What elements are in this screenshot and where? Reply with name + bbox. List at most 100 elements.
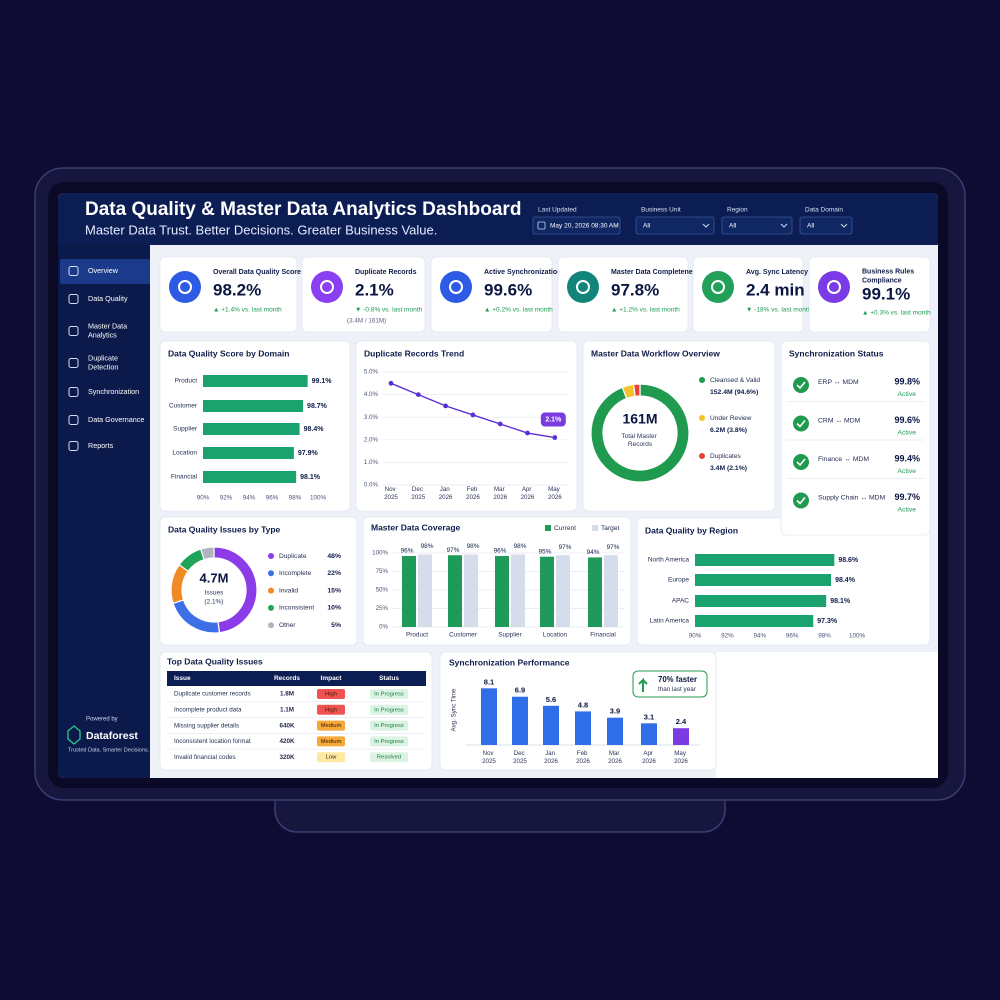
sync-status: Active (897, 429, 916, 436)
x-tick-label: 100% (310, 495, 327, 502)
x-tick-label: Dec 2025 (411, 486, 425, 501)
status-check (796, 381, 806, 390)
legend-dot (699, 453, 705, 459)
donut-center-label: Total Master Records (621, 433, 658, 448)
category-label: Latin America (650, 618, 690, 625)
nav-icon (68, 326, 79, 336)
column-header: Status (379, 675, 399, 682)
value-label: 97.9% (298, 450, 319, 457)
status-icon (793, 454, 809, 470)
table-cell: Low (326, 755, 337, 761)
y-tick-label: 75% (376, 568, 389, 575)
bar (512, 696, 528, 745)
filter-value: All (643, 223, 651, 230)
bar (464, 554, 478, 627)
impact-pill (317, 689, 345, 699)
x-tick-label: 90% (197, 495, 210, 502)
nav-item[interactable]: Reports (88, 441, 114, 450)
legend-value: 22% (327, 570, 341, 577)
value-label: 2.1% (545, 416, 562, 423)
y-tick-label: 50% (376, 587, 389, 594)
callout (540, 412, 566, 427)
bar (575, 711, 591, 745)
table-cell: High (325, 707, 337, 713)
nav-icon (68, 415, 79, 425)
value-label: 97.3% (817, 618, 838, 625)
x-tick-label: Location (543, 632, 568, 639)
value-label: 3.9 (610, 707, 620, 716)
bar (540, 556, 554, 627)
table-cell: 640K (279, 722, 295, 729)
kpi-icon (311, 271, 343, 303)
legend-dot (268, 570, 274, 577)
kpi-label: Business Rules Compliance (862, 268, 916, 284)
y-tick-label: 100% (372, 550, 388, 557)
bar (203, 400, 304, 412)
filter-box[interactable] (532, 216, 621, 235)
table-cell: In Progress (374, 707, 404, 713)
value-label: 8.1 (484, 677, 494, 686)
callout-badge (632, 670, 708, 698)
kpi-icon-glyph (827, 280, 841, 294)
value-label: 3.1 (644, 712, 654, 721)
legend-label: Incomplete (279, 570, 312, 577)
x-tick-label: Supplier (498, 632, 522, 639)
bar (481, 688, 497, 745)
kpi-change: ▲ +1.2% vs. last month (611, 307, 680, 314)
nav-icon (68, 441, 79, 451)
nav-item[interactable]: Data Governance (88, 415, 144, 424)
nav-item[interactable]: Master Data Analytics (88, 321, 129, 339)
legend-label: Duplicates (710, 453, 741, 460)
nav-active-highlight (60, 259, 150, 284)
filter-box[interactable] (799, 216, 853, 235)
status-pill (370, 752, 408, 763)
sync-name: Finance ↔ MDM (818, 456, 869, 463)
table-cell: Resolved (377, 755, 401, 761)
value-label: 98.4% (304, 426, 325, 433)
nav-item[interactable]: Overview (88, 266, 119, 275)
bar (418, 554, 432, 627)
chart-card (355, 340, 578, 512)
x-tick-label: Nov 2025 (482, 750, 496, 765)
x-tick-label: 92% (220, 495, 233, 502)
status-card (780, 340, 931, 536)
kpi-change: ▲ +0.3% vs. last month (862, 310, 931, 317)
filter-box[interactable] (721, 216, 793, 235)
badge-arrow (638, 677, 648, 692)
point (443, 403, 448, 409)
kpi-icon (169, 271, 201, 303)
legend-label: Under Review (710, 415, 752, 422)
sync-value: 99.7% (894, 492, 920, 502)
category-label: APAC (672, 598, 690, 605)
table-title: Top Data Quality Issues (167, 656, 263, 666)
y-tick-label: 2.0% (364, 436, 379, 443)
impact-pill (317, 752, 345, 763)
nav-icon (68, 358, 79, 368)
x-tick-label: May 2026 (548, 486, 562, 501)
value-label: 98% (514, 543, 527, 550)
x-tick-label: Dec 2025 (513, 750, 527, 765)
status-icon (793, 415, 809, 432)
kpi-label: Avg. Sync Latency (746, 269, 808, 276)
nav-item[interactable]: Duplicate Detection (88, 353, 120, 371)
bar (203, 423, 300, 435)
filter-box[interactable] (635, 216, 715, 235)
status-check (796, 496, 806, 505)
sync-name: Supply Chain ↔ MDM (818, 494, 886, 501)
nav-item[interactable]: Synchronization (88, 387, 139, 396)
category-label: Financial (171, 474, 198, 481)
bar (641, 723, 657, 745)
x-tick-label: 96% (266, 495, 279, 502)
y-tick-label: 5.0% (364, 369, 379, 376)
kpi-icon (567, 271, 599, 303)
bar (203, 375, 308, 387)
value-label: 5.6 (546, 695, 556, 704)
x-tick-label: Financial (590, 632, 616, 639)
table-cell: Duplicate customer records (174, 691, 251, 698)
value-label: 98.7% (307, 403, 328, 410)
value-label: 98.4% (835, 577, 856, 584)
status-icon (793, 492, 809, 509)
point (525, 430, 530, 436)
nav-item[interactable]: Data Quality (88, 294, 128, 303)
badge-value: 70% faster (658, 675, 697, 684)
